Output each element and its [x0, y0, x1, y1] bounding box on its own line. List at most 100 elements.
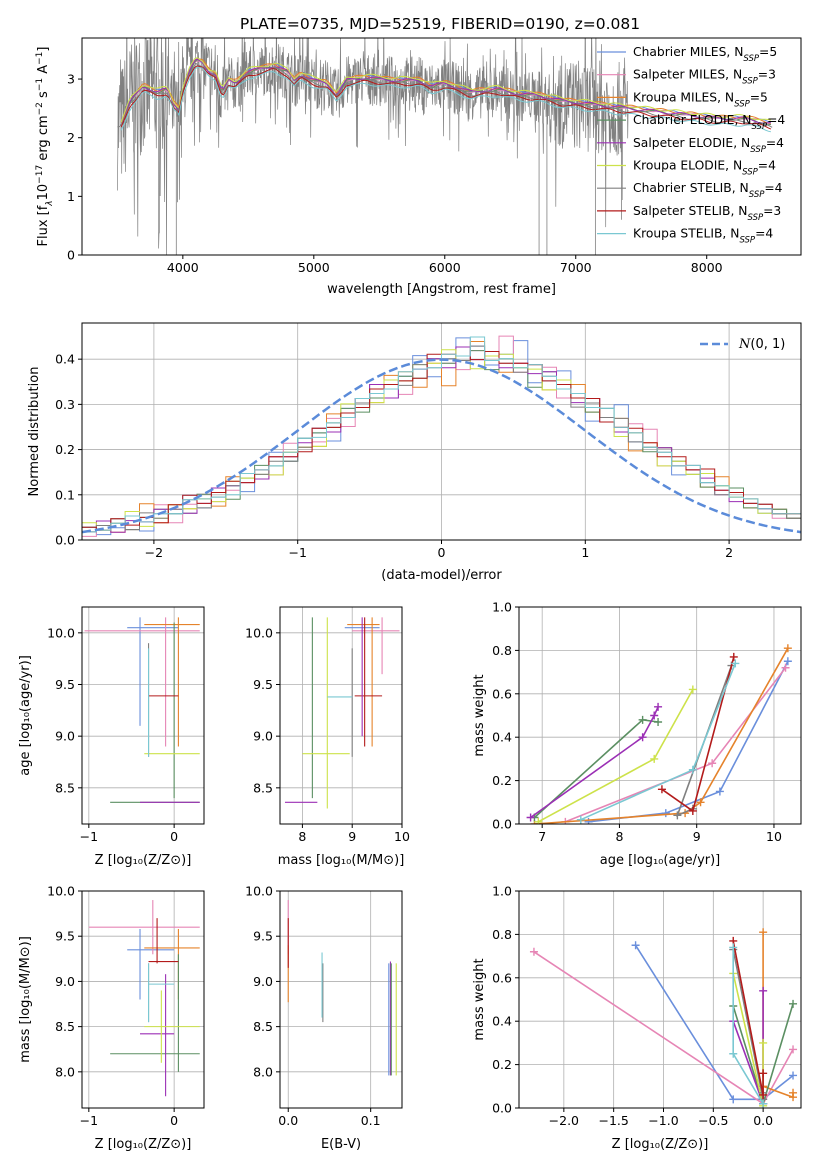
y-tick-label: 8.5 [253, 780, 273, 795]
weight-marker [654, 718, 663, 727]
y-tick-label: 0.2 [492, 1057, 512, 1072]
y-tick-label: 1.0 [492, 600, 512, 615]
legend-entry: Salpeter MILES, NSSP=3 [633, 68, 776, 87]
y-tick-label: 0.3 [55, 397, 75, 412]
x-axis-label: Z [log₁₀(Z/Z⊙)] [95, 1137, 192, 1152]
x-tick-label: 6000 [429, 260, 461, 275]
weight-marker [729, 652, 738, 661]
y-tick-label: 0.4 [492, 1014, 512, 1029]
axes-frame [518, 890, 802, 1109]
weight-marker [781, 663, 790, 672]
y-tick-label: 3 [67, 72, 75, 87]
weight-line-kroupa-miles [534, 647, 789, 824]
legend-entry: Salpeter STELIB, NSSP=3 [633, 204, 781, 223]
weight-marker [708, 759, 717, 768]
residuals-panel: −2 −1 0 1 2 0.0 0.1 0.2 0.3 0.4 (data-model)/error… [27, 322, 802, 583]
weight-marker [529, 947, 538, 956]
figure-title: PLATE=0735, MJD=52519, FIBERID=0190, z=0… [240, 15, 640, 33]
x-tick-label: 10 [394, 829, 410, 844]
x-tick-label: −1 [80, 829, 98, 844]
y-tick-label: 9.5 [55, 929, 75, 944]
plot-area [284, 617, 400, 809]
weight-marker [759, 928, 768, 937]
weight-marker [638, 733, 647, 742]
y-tick-label: 0.0 [492, 817, 512, 832]
weight-marker [731, 659, 740, 668]
y-tick-label: 8.5 [253, 1019, 273, 1034]
y-tick-label: 10.0 [47, 884, 75, 899]
y-tick-label: 9.5 [253, 929, 273, 944]
legend-entry: Chabrier MILES, NSSP=5 [633, 45, 777, 64]
x-tick-label: −1.5 [598, 1113, 628, 1128]
observed-spectrum [117, 38, 629, 255]
x-tick-label: 8 [298, 829, 306, 844]
y-tick-label: 0.2 [55, 442, 75, 457]
x-tick-label: 1 [581, 545, 589, 560]
axes-frame [81, 606, 205, 825]
x-tick-label: 0.1 [361, 1113, 381, 1128]
x-tick-label: 7 [538, 829, 546, 844]
legend-entry: Chabrier STELIB, NSSP=4 [633, 181, 783, 200]
plot-area [117, 38, 773, 255]
weight-marker [688, 765, 697, 774]
x-axis-label: Z [log₁₀(Z/Z⊙)] [612, 1137, 709, 1152]
x-tick-label: 0 [170, 829, 178, 844]
legend-entry: Salpeter ELODIE, NSSP=4 [633, 136, 784, 155]
x-tick-label: −1.0 [648, 1113, 678, 1128]
y-tick-label: 10.0 [47, 625, 75, 640]
y-tick-label: 0.8 [492, 643, 512, 658]
weight-marker [584, 817, 593, 824]
x-tick-label: −2 [145, 545, 163, 560]
y-axis-label: mass [log₁₀(M/M⊙)] [18, 936, 33, 1063]
y-tick-label: 9.0 [55, 974, 75, 989]
y-axis-label: mass weight [472, 674, 487, 756]
x-tick-label: −0.5 [698, 1113, 728, 1128]
y-tick-label: 1 [67, 189, 75, 204]
x-tick-label: 10 [766, 829, 782, 844]
x-tick-label: −2.0 [549, 1113, 579, 1128]
x-axis-label: mass [log₁₀(M/M⊙)] [278, 853, 405, 868]
weight-marker [789, 1088, 798, 1097]
weight-line-salpeter-elodie [530, 706, 659, 819]
legend-entry: Kroupa ELODIE, NSSP=4 [633, 159, 776, 178]
axes-frame [81, 37, 802, 256]
x-tick-label: 0 [170, 1113, 178, 1128]
weight-marker [534, 817, 543, 824]
y-tick-label: 0.2 [492, 773, 512, 788]
y-axis-label: age [log₁₀(age/yr)] [18, 655, 33, 776]
x-tick-label: 8 [615, 829, 623, 844]
x-axis-label: Z [log₁₀(Z/Z⊙)] [95, 853, 192, 868]
weight-marker [729, 1049, 738, 1058]
y-tick-label: 0.6 [492, 686, 512, 701]
weight-line-chabrier-elodie [533, 718, 659, 819]
plot-area [529, 928, 798, 1108]
mass-vs-z-panel: −1 0 8.0 8.5 9.0 9.5 10.0 Z [log₁₀(Z/Z⊙)] mass [… [18, 884, 205, 1152]
weight-marker [789, 1071, 798, 1080]
y-tick-label: 0.8 [492, 927, 512, 942]
x-axis-label: age [log₁₀(age/yr)] [600, 853, 721, 868]
weight-marker [759, 986, 768, 995]
weight-marker [715, 787, 724, 796]
y-tick-label: 8.5 [55, 1019, 75, 1034]
weight-marker [661, 809, 670, 818]
age-vs-z-panel: −1 0 8.5 9.0 9.5 10.0 Z [log₁₀(Z/Z⊙)] age [log₁… [18, 606, 205, 868]
x-tick-label: 0.0 [278, 1113, 298, 1128]
x-tick-label: −1 [288, 545, 306, 560]
weight-vs-z-panel: −2.0 −1.5 −1.0 −0.5 0.0 0.0 0.2 0.4 0.6 0.8 1.0 Z [… [472, 884, 802, 1152]
weight-marker [759, 1090, 768, 1099]
weight-marker [673, 811, 682, 820]
weight-marker [783, 657, 792, 666]
x-axis-label: (data-model)/error [381, 568, 502, 583]
age-vs-mass-panel: 8 9 10 8.5 9.0 9.5 10.0 mass [log₁₀(M/M⊙)] [245, 606, 410, 868]
y-tick-label: 9.5 [253, 677, 273, 692]
x-tick-label: 5000 [298, 260, 330, 275]
legend-entry: N(0, 1) [738, 337, 785, 352]
y-tick-label: 0.4 [55, 352, 75, 367]
x-axis-label: wavelength [Angstrom, rest frame] [327, 282, 556, 297]
weight-vs-age-panel: 7 8 9 10 0.0 0.2 0.4 0.6 0.8 1.0 age [log₁₀(age/yr… [472, 600, 802, 868]
legend-entry: Kroupa STELIB, NSSP=4 [633, 227, 773, 246]
model-curve-salpeter-elodie [120, 58, 771, 126]
plot-area [82, 335, 801, 537]
y-axis-label: Normed distribution [27, 367, 42, 497]
